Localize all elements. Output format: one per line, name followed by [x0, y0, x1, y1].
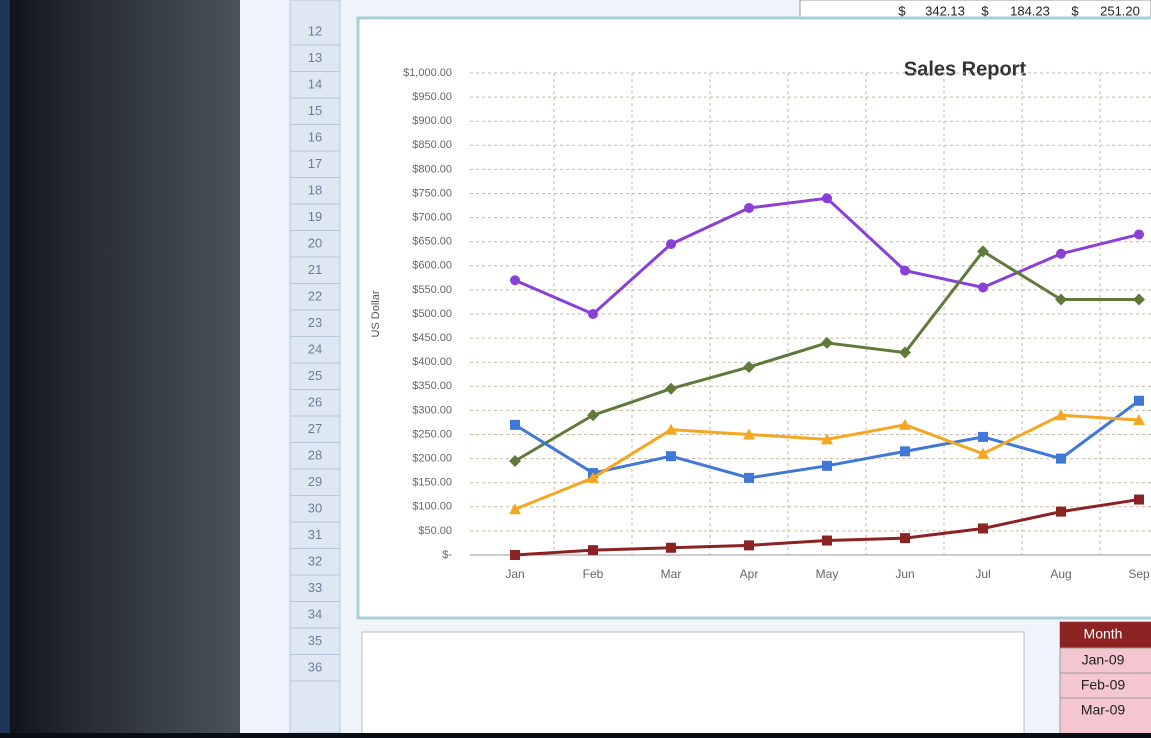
y-tick-label: $500.00 — [412, 308, 452, 320]
marker — [510, 550, 520, 560]
screen-photo: 12 13 14 15 16 17 18 19 20 21 22 23 24 25 26 27 28 29 30 31… — [0, 0, 1151, 733]
y-tick-label: $550.00 — [412, 284, 452, 296]
marker — [900, 533, 910, 543]
cell-text: $ — [1071, 3, 1079, 18]
row-number: 19 — [308, 209, 322, 224]
x-tick-label: Mar — [661, 567, 682, 581]
row-number: 27 — [308, 421, 322, 436]
row-number: 22 — [308, 288, 322, 303]
table-cell: Jan-09 — [1082, 652, 1125, 668]
marker — [822, 461, 832, 471]
y-tick-label: $600.00 — [412, 260, 452, 272]
y-tick-label: $850.00 — [412, 139, 452, 151]
y-tick-label: $400.00 — [412, 356, 452, 368]
marker — [978, 432, 988, 442]
monitor-bezel — [0, 0, 240, 733]
x-tick-label: Sep — [1128, 567, 1150, 581]
background-edge — [0, 0, 10, 733]
marker — [744, 540, 754, 550]
chart-title: Sales Report — [904, 58, 1027, 80]
row-number: 25 — [308, 368, 322, 383]
row-number: 13 — [308, 50, 322, 65]
y-tick-label: $350.00 — [412, 380, 452, 392]
marker — [744, 203, 754, 213]
row-number: 23 — [308, 315, 322, 330]
marker — [1056, 507, 1066, 517]
y-tick-label: $900.00 — [412, 115, 452, 127]
y-axis-label: US Dollar — [370, 290, 382, 337]
row-number: 29 — [308, 474, 322, 489]
marker — [666, 451, 676, 461]
marker — [666, 543, 676, 553]
y-tick-label: $200.00 — [412, 453, 452, 465]
row-number: 20 — [308, 235, 322, 250]
row-number: 36 — [308, 659, 322, 674]
row-number: 15 — [308, 103, 322, 118]
row-number: 18 — [308, 182, 322, 197]
marker — [588, 545, 598, 555]
cell-text: 184.23 — [1010, 3, 1050, 18]
x-tick-label: Jun — [895, 567, 914, 581]
row-number: 31 — [308, 527, 322, 542]
y-tick-label: $800.00 — [412, 163, 452, 175]
marker — [510, 275, 520, 285]
marker — [510, 420, 520, 430]
marker — [1056, 454, 1066, 464]
row-number: 24 — [308, 341, 322, 356]
marker — [1134, 495, 1144, 505]
marker — [1134, 229, 1144, 239]
marker — [1056, 249, 1066, 259]
marker — [822, 536, 832, 546]
cell-text: 251.20 — [1100, 3, 1140, 18]
second-chart — [362, 632, 1024, 733]
cell-text: $ — [981, 3, 989, 18]
y-tick-label: $50.00 — [418, 525, 452, 537]
x-tick-label: Jan — [505, 567, 524, 581]
row-number: 16 — [308, 129, 322, 144]
marker — [822, 193, 832, 203]
marker — [588, 309, 598, 319]
marker — [900, 446, 910, 456]
chart-frame — [358, 18, 1151, 618]
cell-text: 342.13 — [925, 3, 965, 18]
row-number: 34 — [308, 606, 322, 621]
table-header: Month — [1084, 626, 1123, 642]
marker — [666, 239, 676, 249]
x-tick-label: Apr — [740, 567, 759, 581]
row-number: 14 — [308, 76, 322, 91]
x-tick-label: Feb — [583, 567, 604, 581]
row-number: 12 — [308, 23, 322, 38]
x-tick-label: Aug — [1050, 567, 1071, 581]
row-number: 35 — [308, 633, 322, 648]
marker — [1134, 396, 1144, 406]
y-tick-label: $750.00 — [412, 187, 452, 199]
row-number: 21 — [308, 262, 322, 277]
row-number: 26 — [308, 394, 322, 409]
row-number: 28 — [308, 447, 322, 462]
y-tick-label: $700.00 — [412, 212, 452, 224]
marker — [744, 473, 754, 483]
row-number: 33 — [308, 580, 322, 595]
y-tick-label: $250.00 — [412, 428, 452, 440]
table-cell: Mar-09 — [1081, 702, 1126, 718]
marker — [900, 266, 910, 276]
y-tick-label: $150.00 — [412, 477, 452, 489]
y-tick-label: $950.00 — [412, 91, 452, 103]
x-tick-label: May — [816, 567, 839, 581]
table-cell: Feb-09 — [1081, 677, 1126, 693]
marker — [978, 523, 988, 533]
row-number: 30 — [308, 500, 322, 515]
y-tick-label: $- — [442, 549, 452, 561]
row-number: 17 — [308, 156, 322, 171]
y-tick-label: $1,000.00 — [403, 67, 452, 79]
y-tick-label: $300.00 — [412, 404, 452, 416]
page: 12 13 14 15 16 17 18 19 20 21 22 23 24 25 26 27 28 29 30 31… — [0, 0, 1151, 733]
x-tick-label: Jul — [975, 567, 990, 581]
cell-text: $ — [898, 3, 906, 18]
marker — [978, 282, 988, 292]
row-number: 32 — [308, 553, 322, 568]
y-tick-label: $100.00 — [412, 501, 452, 513]
y-tick-label: $450.00 — [412, 332, 452, 344]
y-tick-label: $650.00 — [412, 236, 452, 248]
